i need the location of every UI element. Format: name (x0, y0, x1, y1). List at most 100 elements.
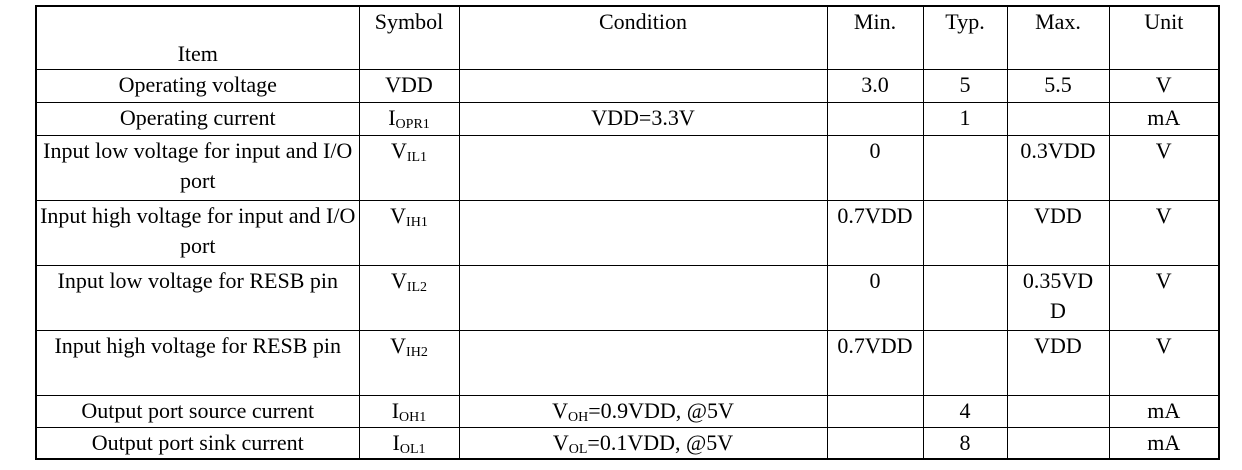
spec-table: Item Symbol Condition Min. Typ. Max. Unit Oper… (35, 5, 1220, 460)
table-cell: 0 (826, 264, 924, 331)
table-cell: 3.0 (826, 68, 924, 103)
table-cell (922, 264, 1008, 331)
table-cell: 4 (922, 394, 1008, 428)
table-cell: 0.7VDD (826, 199, 924, 266)
table-cell: 0.3VDD (1006, 134, 1110, 201)
table-cell: 0 (826, 134, 924, 201)
cell-text: Input high voltage for input and I/O por… (40, 202, 356, 258)
table-cell: mA (1108, 426, 1220, 460)
header-cell: Min. (826, 5, 924, 70)
table-cell: VDD=3.3V (458, 101, 828, 136)
table-cell: Output port source current (35, 394, 360, 428)
table-row: Input high voltage for input and I/O por… (35, 199, 1220, 266)
header-cell: Typ. (922, 5, 1008, 70)
cell-text: VDD (1034, 202, 1082, 228)
symbol-main: V (552, 397, 568, 423)
cell-text: VDD=3.3V (591, 104, 695, 130)
cell-text: 0.3VDD (1020, 137, 1096, 163)
cell-text: 5.5 (1044, 71, 1072, 97)
table-cell: Operating voltage (35, 68, 360, 103)
table-cell: mA (1108, 394, 1220, 428)
symbol-main: V (390, 267, 407, 293)
cell-text: Output port source current (81, 397, 315, 423)
table-cell (826, 394, 924, 428)
table-cell: Input low voltage for input and I/O port (35, 134, 360, 201)
symbol-subscript: OPR1 (395, 116, 430, 132)
table-cell: Operating current (35, 101, 360, 136)
table-cell (826, 426, 924, 460)
table-cell: IOPR1 (358, 101, 460, 136)
header-cell: Max. (1006, 5, 1110, 70)
table-cell (458, 68, 828, 103)
symbol-subscript: OL (568, 441, 588, 457)
table-cell (458, 264, 828, 331)
table-cell: V (1108, 264, 1220, 331)
symbol-subscript: IH1 (406, 214, 428, 230)
table-cell: V (1108, 134, 1220, 201)
table-cell (826, 101, 924, 136)
table-cell: 8 (922, 426, 1008, 460)
symbol-main: V (552, 429, 569, 455)
symbol-main: V (390, 202, 407, 228)
symbol-subscript: IH2 (406, 344, 428, 360)
table-cell: 5 (922, 68, 1008, 103)
table-cell: 0.7VDD (826, 329, 924, 396)
table-cell (922, 199, 1008, 266)
cell-text: V (1155, 202, 1172, 228)
table-cell: V (1108, 329, 1220, 396)
symbol-main: I (388, 104, 396, 130)
symbol-subscript: IL1 (406, 149, 428, 165)
table-cell: VDD (1006, 199, 1110, 266)
table-cell: Input high voltage for RESB pin (35, 329, 360, 396)
symbol-main: V (390, 332, 407, 358)
table-cell: Input high voltage for input and I/O por… (35, 199, 360, 266)
cell-text: Input high voltage for RESB pin (54, 332, 342, 358)
cell-text: Output port sink current (91, 429, 304, 455)
header-cell: Symbol (358, 5, 460, 70)
table-cell: 1 (922, 101, 1008, 136)
table-row: Operating voltage VDD 3.0 5 5.5 V (35, 68, 1220, 103)
cell-text: VDD (1034, 332, 1082, 358)
cell-text: Input low voltage for input and I/O port (43, 137, 353, 193)
symbol-subscript: IL2 (406, 279, 428, 295)
table-cell: V (1108, 68, 1220, 103)
table-cell (1006, 394, 1110, 428)
table-cell: Input low voltage for RESB pin (35, 264, 360, 331)
cell-text: Input low voltage for RESB pin (57, 267, 338, 293)
table-cell: VDD (358, 68, 460, 103)
cell-text: VDD (385, 71, 433, 97)
cell-text: 0 (869, 137, 881, 163)
cell-text: mA (1147, 104, 1181, 130)
symbol-subscript: OH1 (399, 409, 427, 425)
symbol-subscript: OL1 (399, 441, 426, 457)
cell-text: 3.0 (861, 71, 889, 97)
symbol-rest: =0.9VDD, @5V (588, 397, 734, 423)
cell-text: 4 (959, 397, 971, 423)
table-row: Output port sink current IOL1 VOL=0.1VDD, … (35, 426, 1220, 460)
symbol-subscript: OH (567, 409, 589, 425)
table-cell (458, 199, 828, 266)
header-cell: Condition (458, 5, 828, 70)
cell-text: V (1155, 332, 1172, 358)
table-cell: VIH1 (358, 199, 460, 266)
table-cell: VDD (1006, 329, 1110, 396)
table-cell: 0.35VDD (1006, 264, 1110, 331)
table-cell: Output port sink current (35, 426, 360, 460)
cell-text: Operating current (119, 104, 276, 130)
table-cell: IOH1 (358, 394, 460, 428)
table-cell (922, 329, 1008, 396)
table-row: Input high voltage for RESB pin VIH2 0.7VD… (35, 329, 1220, 396)
symbol-main: V (390, 137, 407, 163)
cell-text: V (1155, 267, 1172, 293)
table-cell: VOH=0.9VDD, @5V (458, 394, 828, 428)
table-row: Output port source current IOH1 VOH=0.9VDD… (35, 394, 1220, 428)
table-cell: 5.5 (1006, 68, 1110, 103)
cell-text: V (1155, 137, 1172, 163)
table-cell (458, 134, 828, 201)
header-cell: Unit (1108, 5, 1220, 70)
table-cell: VIL2 (358, 264, 460, 331)
cell-text: mA (1147, 397, 1181, 423)
table-cell (1006, 101, 1110, 136)
cell-text: 0 (869, 267, 881, 293)
